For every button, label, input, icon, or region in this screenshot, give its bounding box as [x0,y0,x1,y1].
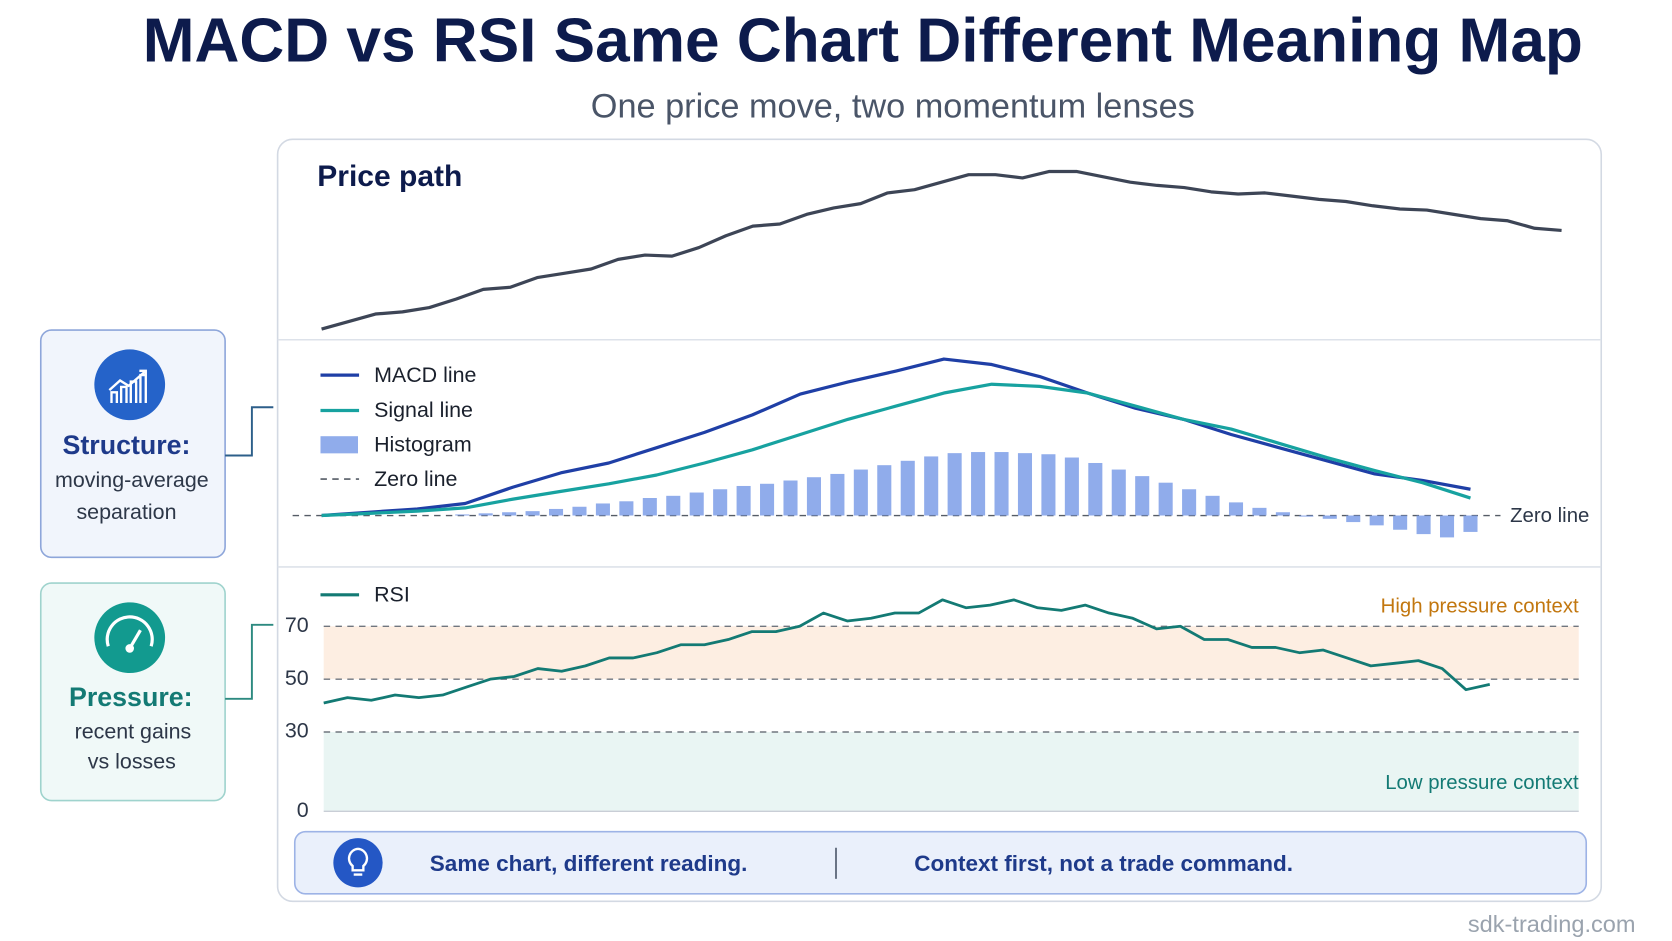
histogram-bar [1322,515,1337,519]
card-text: moving-average [55,468,209,492]
histogram-bar [666,495,681,516]
callout-text: Context first, not a trade command. [914,851,1293,876]
callout-icon [333,838,383,888]
card-text: recent gains [75,720,192,744]
structure-card [39,329,226,559]
histogram-bar [595,503,610,516]
footer: sdk-trading.com [1468,911,1636,937]
histogram-bar [830,473,845,516]
pressure-icon [94,602,166,674]
band-label: Low pressure context [1385,772,1579,794]
histogram-bar [1369,515,1384,526]
macd-series-line [321,357,1471,518]
price-line [321,169,1562,331]
histogram-bar [760,483,775,516]
histogram-bar [783,480,798,516]
histogram-bar [1252,507,1267,516]
histogram-bar [1182,489,1197,516]
band-label: High pressure context [1381,595,1579,617]
card-heading: Structure: [63,430,191,460]
histogram-bar [689,492,704,516]
legend-label: Zero line [374,467,457,491]
legend-swatch [320,436,358,454]
legend-label: Histogram [374,433,472,457]
chart-frame [276,138,1603,903]
subtitle: One price move, two momentum lenses [591,87,1195,125]
card-text: separation [76,500,176,524]
title: MACD vs RSI Same Chart Different Meaning… [143,6,1583,75]
histogram-bar [1463,515,1478,532]
callout-icon-glyph [347,847,369,876]
histogram-bar [806,477,821,516]
histogram-bar [1393,515,1408,530]
pressure-band [323,732,1579,812]
callout-text: Same chart, different reading. [430,851,748,876]
pressure-icon-glyph [105,615,154,647]
y-tick-label: 70 [285,613,309,637]
histogram-bar [1228,502,1244,516]
histogram-bar [853,469,868,516]
pressure-icon-hub [125,644,135,653]
histogram-bar [642,498,657,516]
histogram-bar [1275,512,1290,516]
histogram-bar [1346,515,1361,523]
histogram-bar [1416,515,1431,535]
histogram-bar [900,460,915,516]
histogram-bar [502,512,517,516]
histogram-bar [1064,457,1079,516]
legend-label: Signal line [374,398,473,422]
histogram-bar [619,501,634,516]
histogram-bar [971,452,986,516]
histogram-bar [713,489,728,516]
histogram-bar [924,456,939,516]
card-heading: Pressure: [69,682,193,712]
histogram-bar [1088,462,1103,516]
histogram-bar [994,452,1009,516]
histogram-bar [478,513,493,516]
histogram-bar [736,485,751,516]
y-tick-label: 0 [297,798,309,822]
histogram-bar [1135,476,1150,516]
connector [225,406,274,457]
legend-label: MACD line [374,363,476,387]
histogram-bar [947,453,962,516]
histogram-bar [1299,515,1314,517]
structure-icon-glyph [108,369,147,403]
panel-title: Price path [317,160,462,193]
histogram-bar [1205,495,1220,516]
y-tick-label: 30 [285,719,309,743]
histogram-bar [1017,453,1033,516]
rsi-line [323,598,1491,705]
zero-line-label: Zero line [1510,505,1589,527]
histogram-bar [1041,454,1056,516]
histogram-bar [1439,515,1455,538]
histogram-bar [455,514,470,516]
pressure-band [323,626,1579,680]
histogram-bar [1158,482,1173,516]
pressure-card [39,582,226,802]
histogram-bar [1111,469,1126,516]
histogram-bar [572,506,587,516]
histogram-bar [548,508,564,516]
legend-label: RSI [374,583,410,607]
connector [225,623,274,700]
card-text: vs losses [88,750,176,774]
histogram-bar [525,511,540,516]
histogram-bar [877,465,892,516]
y-tick-label: 50 [285,666,309,690]
macd-series-line [321,382,1471,518]
callout-box [293,830,1588,895]
